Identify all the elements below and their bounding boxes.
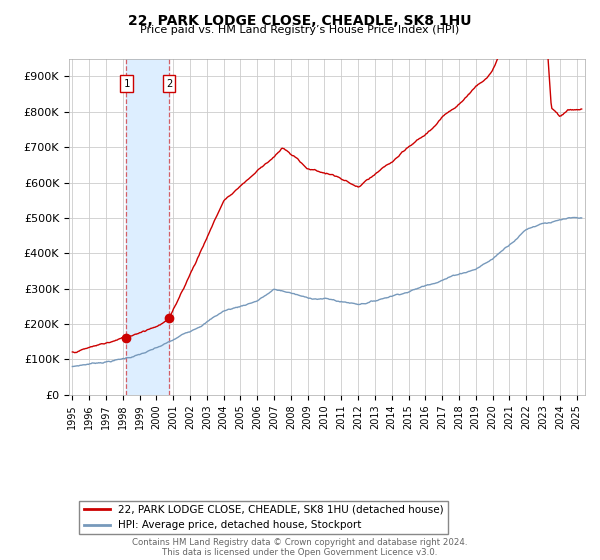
Text: Contains HM Land Registry data © Crown copyright and database right 2024.
This d: Contains HM Land Registry data © Crown c… [132, 538, 468, 557]
Legend: 22, PARK LODGE CLOSE, CHEADLE, SK8 1HU (detached house), HPI: Average price, det: 22, PARK LODGE CLOSE, CHEADLE, SK8 1HU (… [79, 501, 448, 534]
Text: 22, PARK LODGE CLOSE, CHEADLE, SK8 1HU: 22, PARK LODGE CLOSE, CHEADLE, SK8 1HU [128, 14, 472, 28]
Text: 2: 2 [166, 78, 172, 88]
Text: 1: 1 [124, 78, 130, 88]
Text: Price paid vs. HM Land Registry’s House Price Index (HPI): Price paid vs. HM Land Registry’s House … [140, 25, 460, 35]
Bar [127, 59, 169, 395]
